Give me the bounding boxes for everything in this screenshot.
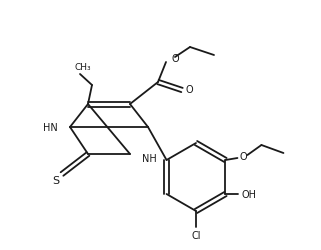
Text: O: O <box>185 85 193 94</box>
Text: O: O <box>171 54 178 64</box>
Text: NH: NH <box>142 154 157 163</box>
Text: S: S <box>52 175 60 185</box>
Text: HN: HN <box>43 122 58 132</box>
Text: OH: OH <box>242 189 257 199</box>
Text: Cl: Cl <box>191 230 201 240</box>
Text: CH₃: CH₃ <box>75 62 91 71</box>
Text: O: O <box>240 152 247 161</box>
